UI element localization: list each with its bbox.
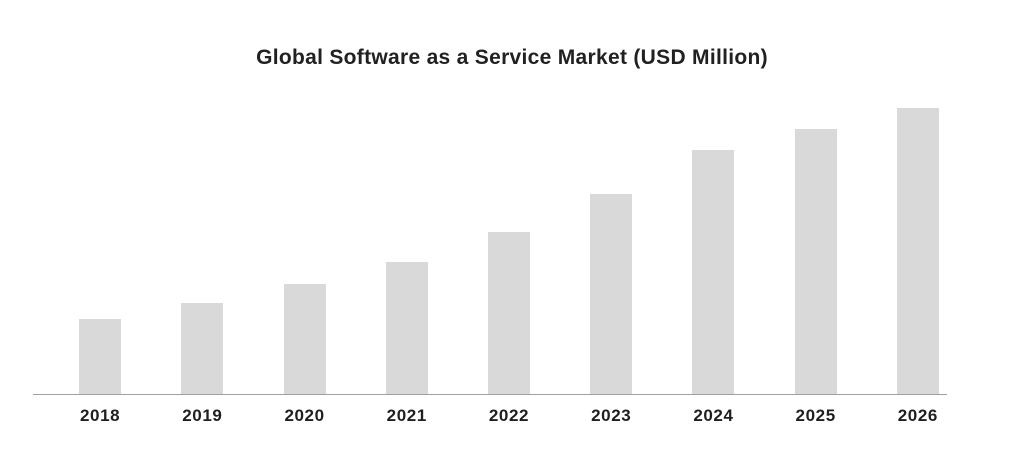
bar-2024 <box>692 150 735 395</box>
bars-container <box>49 108 969 395</box>
chart-title: Global Software as a Service Market (USD… <box>256 46 768 69</box>
bar-slot-2022 <box>458 108 560 395</box>
x-tick-label-2018: 2018 <box>80 406 121 425</box>
bar-2022 <box>487 232 530 395</box>
x-axis-labels: 2018 2019 2020 2021 2022 2023 2024 2025 2026 <box>49 406 969 426</box>
bar-2020 <box>283 284 326 395</box>
bar-2018 <box>79 319 122 395</box>
bar-slot-2026 <box>867 108 969 395</box>
x-axis-line <box>33 394 947 395</box>
x-tick-label-2025: 2025 <box>795 406 836 425</box>
bar-slot-2025 <box>765 108 867 395</box>
x-tick-label-2019: 2019 <box>182 406 223 425</box>
bar-slot-2023 <box>560 108 662 395</box>
x-tick-label-2024: 2024 <box>693 406 734 425</box>
bar-2021 <box>385 262 428 395</box>
x-tick-label-2022: 2022 <box>488 406 530 425</box>
bar-2019 <box>181 303 224 395</box>
bar-slot-2024 <box>662 108 764 395</box>
x-tick-label-2020: 2020 <box>284 406 325 425</box>
bar-slot-2019 <box>151 108 253 395</box>
bar-slot-2020 <box>253 108 355 395</box>
bar-slot-2018 <box>49 108 151 395</box>
bar-2026 <box>896 108 939 395</box>
bar-2025 <box>794 129 837 395</box>
x-tick-label-2026: 2026 <box>897 406 938 425</box>
x-tick-label-2023: 2023 <box>591 406 632 425</box>
bar-2023 <box>590 194 633 395</box>
bar-slot-2021 <box>356 108 458 395</box>
x-tick-label-2021: 2021 <box>386 406 427 425</box>
